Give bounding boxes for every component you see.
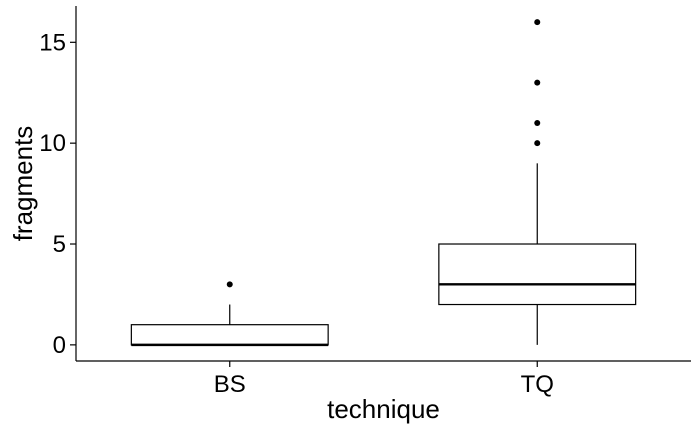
outlier-point — [226, 281, 233, 288]
y-tick-label: 0 — [53, 332, 66, 359]
y-axis-title: fragments — [8, 126, 38, 242]
y-tick-label: 15 — [39, 29, 66, 56]
outlier-point — [534, 79, 541, 86]
outlier-point — [534, 140, 541, 147]
box-TQ — [438, 19, 637, 345]
outlier-point — [534, 119, 541, 126]
x-tick-label: TQ — [521, 371, 554, 398]
box-BS — [130, 281, 329, 347]
box-iqr — [438, 243, 637, 306]
box-iqr — [130, 324, 329, 346]
y-tick-label: 5 — [53, 231, 66, 258]
x-tick-label: BS — [214, 371, 246, 398]
x-axis-title: technique — [327, 394, 440, 424]
y-tick-label: 10 — [39, 130, 66, 157]
boxes-layer — [130, 19, 637, 347]
outlier-point — [534, 19, 541, 26]
axes-layer: 0 5 10 15 BS TQ — [39, 6, 691, 398]
